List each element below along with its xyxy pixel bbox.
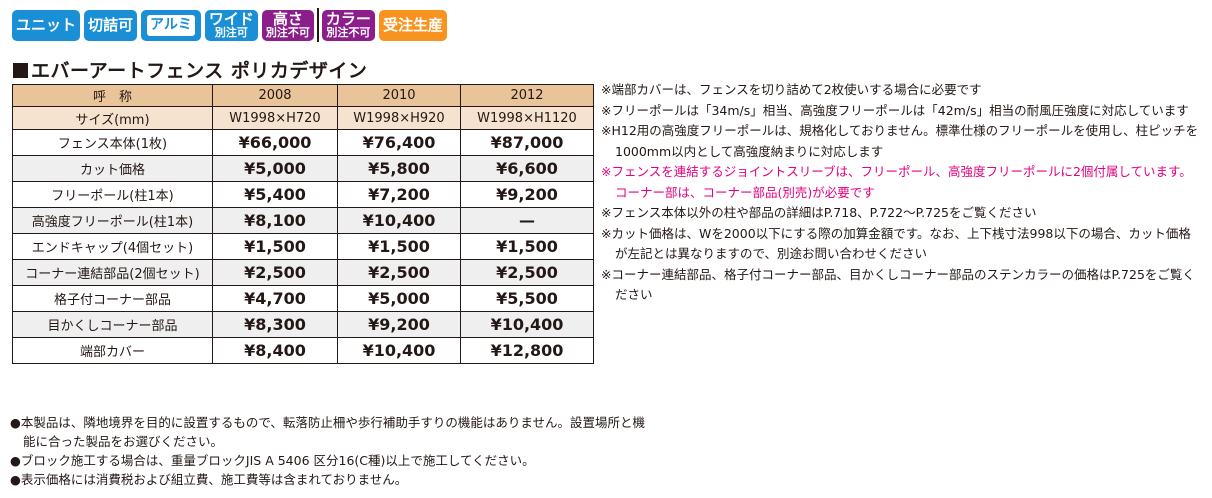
row-label: コーナー連結部品(2個セット) — [12, 259, 213, 286]
table-row: 端部カバー ¥8,400 ¥10,400 ¥12,800 — [12, 337, 594, 364]
table-header-row: 呼 称 2008 2010 2012 — [12, 84, 594, 107]
footer-note: ●本製品は、隣地境界を目的に設置するもので、転落防止柵や歩行補助手すりの機能はあ… — [10, 415, 646, 449]
square-bullet-icon — [13, 63, 28, 78]
size-cell: W1998×H920 — [337, 106, 461, 130]
note: ※カット価格は、Wを2000以下にする際の加算金額です。なお、上下桟寸法998以… — [601, 225, 1191, 262]
feature-badges: ユニット 切詰可 アルミ ワイド 別注可 高さ 別注不可 カラー 別注不可 受注生産 — [12, 8, 447, 42]
price-cell: ¥5,800 — [337, 155, 461, 182]
row-label: 高強度フリーポール(柱1本) — [12, 207, 213, 234]
table-row: フェンス本体(1枚) ¥66,000 ¥76,400 ¥87,000 — [12, 129, 594, 156]
price-cell: ¥9,200 — [337, 311, 461, 338]
table-row: フリーポール(柱1本) ¥5,400 ¥7,200 ¥9,200 — [12, 181, 594, 208]
price-cell: ¥2,500 — [460, 259, 594, 286]
price-cell: ¥6,600 — [460, 155, 594, 182]
price-cell: ¥8,400 — [212, 337, 338, 364]
note: ※端部カバーは、フェンスを切り詰めて2枚使いする場合に必要です — [601, 82, 982, 97]
row-label: フリーポール(柱1本) — [12, 181, 213, 208]
row-label: カット価格 — [12, 155, 213, 182]
note: ※フリーポールは「34m/s」相当、高強度フリーポールは「42m/s」相当の耐風… — [601, 102, 1189, 118]
size-cell: W1998×H1120 — [460, 106, 594, 130]
notes-list: ※端部カバーは、フェンスを切り詰めて2枚使いする場合に必要です ※フリーポールは… — [601, 80, 1201, 306]
page-title: エバーアートフェンス ポリカデザイン — [13, 56, 367, 83]
price-cell: — — [460, 207, 594, 234]
row-label: 目かくしコーナー部品 — [12, 311, 213, 338]
badge-wide-custom: ワイド 別注可 — [204, 9, 258, 41]
price-cell: ¥5,000 — [337, 285, 461, 312]
table-row: 目かくしコーナー部品 ¥8,300 ¥9,200 ¥10,400 — [12, 311, 594, 338]
price-cell: ¥5,400 — [212, 181, 338, 208]
header-label: 呼 称 — [12, 84, 213, 107]
price-cell: ¥10,400 — [337, 337, 461, 364]
price-cell: ¥1,500 — [337, 233, 461, 260]
price-cell: ¥10,400 — [337, 207, 461, 234]
table-row: 格子付コーナー部品 ¥4,700 ¥5,000 ¥5,500 — [12, 285, 594, 312]
footer-note: ●表示価格には消費税および組立費、施工費等は含まれておりません。 — [10, 472, 408, 487]
price-cell: ¥9,200 — [460, 181, 594, 208]
price-cell: ¥66,000 — [212, 129, 338, 156]
badge-unit: ユニット — [12, 9, 81, 41]
size-cell: W1998×H720 — [212, 106, 338, 130]
column-header: 2008 — [212, 84, 338, 107]
price-cell: ¥8,100 — [212, 207, 338, 234]
price-cell: ¥1,500 — [212, 233, 338, 260]
footer-notes: ●本製品は、隣地境界を目的に設置するもので、転落防止柵や歩行補助手すりの機能はあ… — [10, 413, 650, 489]
price-cell: ¥8,300 — [212, 311, 338, 338]
badge-cuttable: 切詰可 — [84, 9, 138, 41]
note: ※H12用の高強度フリーポールは、規格化しておりません。標準仕様のフリーポールを… — [601, 123, 1199, 159]
price-cell: ¥2,500 — [337, 259, 461, 286]
row-label: エンドキャップ(4個セット) — [12, 233, 213, 260]
price-table: 呼 称 2008 2010 2012 サイズ(mm) W1998×H720 W1… — [12, 84, 594, 364]
note: ※コーナー連結部品、格子付コーナー部品、目かくしコーナー部品のステンカラーの価格… — [601, 266, 1195, 303]
price-cell: ¥4,700 — [212, 285, 338, 312]
price-cell: ¥1,500 — [460, 233, 594, 260]
note-highlighted: ※フェンスを連結するジョイントスリーブは、フリーポール、高強度フリーポールに2個… — [601, 164, 1192, 200]
price-cell: ¥87,000 — [460, 129, 594, 156]
badge-aluminum: アルミ — [141, 9, 201, 41]
badge-made-to-order: 受注生産 — [378, 9, 447, 41]
price-cell: ¥5,000 — [212, 155, 338, 182]
row-label: フェンス本体(1枚) — [12, 129, 213, 156]
badge-height-no-custom: 高さ 別注不可 — [261, 9, 314, 41]
column-header: 2012 — [460, 84, 594, 107]
column-header: 2010 — [337, 84, 461, 107]
price-cell: ¥12,800 — [460, 337, 594, 364]
price-cell: ¥7,200 — [337, 181, 461, 208]
price-cell: ¥10,400 — [460, 311, 594, 338]
size-label: サイズ(mm) — [12, 106, 213, 130]
row-label: 格子付コーナー部品 — [12, 285, 213, 312]
price-cell: ¥76,400 — [337, 129, 461, 156]
table-row: 高強度フリーポール(柱1本) ¥8,100 ¥10,400 — — [12, 207, 594, 234]
row-label: 端部カバー — [12, 337, 213, 364]
footer-note: ●ブロック施工する場合は、重量ブロックJIS A 5406 区分16(C種)以上… — [10, 453, 535, 468]
table-row: コーナー連結部品(2個セット) ¥2,500 ¥2,500 ¥2,500 — [12, 259, 594, 286]
note: ※フェンス本体以外の柱や部品の詳細はP.718、P.722〜P.725をご覧くだ… — [601, 205, 1037, 220]
table-size-row: サイズ(mm) W1998×H720 W1998×H920 W1998×H112… — [12, 106, 594, 130]
badge-divider — [316, 8, 319, 42]
price-cell: ¥5,500 — [460, 285, 594, 312]
table-row: エンドキャップ(4個セット) ¥1,500 ¥1,500 ¥1,500 — [12, 233, 594, 260]
table-row: カット価格 ¥5,000 ¥5,800 ¥6,600 — [12, 155, 594, 182]
badge-color-no-custom: カラー 別注不可 — [321, 9, 375, 41]
price-cell: ¥2,500 — [212, 259, 338, 286]
